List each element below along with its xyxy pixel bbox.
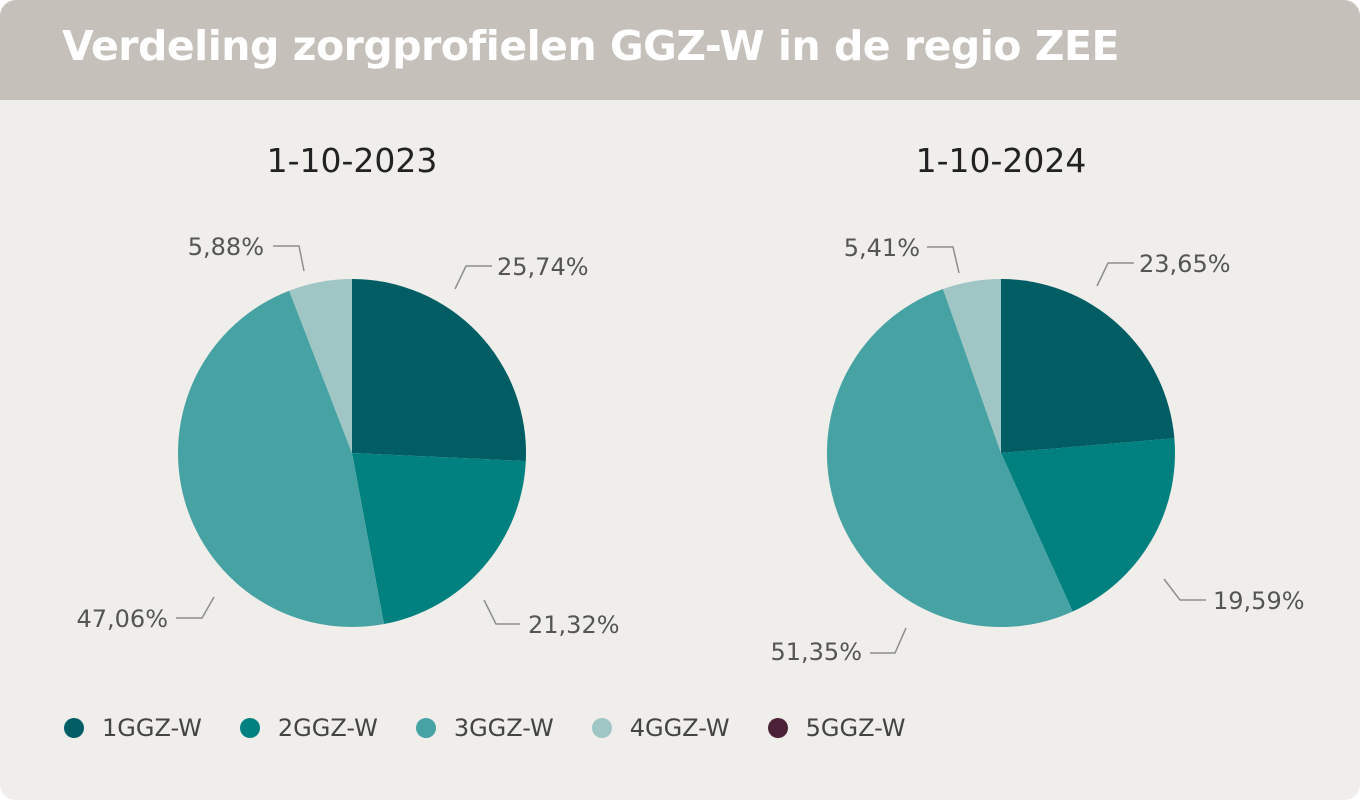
pie-slice-2ggz-w [352, 453, 526, 625]
legend-label: 1GGZ-W [102, 714, 202, 742]
leader-line [176, 596, 215, 619]
pie-title: 1-10-2023 [267, 141, 438, 180]
pie-slice-4ggz-w [942, 279, 1001, 453]
data-label: 19,59% [1213, 587, 1305, 615]
legend-item-2ggz-w: 2GGZ-W [239, 714, 378, 742]
legend-item-4ggz-w: 4GGZ-W [591, 714, 730, 742]
leader-line [1096, 262, 1134, 287]
pie-chart-1: 1-10-2023 25,74% 21,32% 47,06% 5,88% [76, 141, 619, 639]
data-label: 5,41% [844, 234, 920, 262]
legend-item-3ggz-w: 3GGZ-W [415, 714, 554, 742]
legend-label: 4GGZ-W [629, 714, 730, 742]
pie-slice-4ggz-w [289, 279, 352, 453]
legend-item-5ggz-w: 5GGZ-W [767, 714, 906, 742]
leader-line [273, 245, 305, 272]
header-bar: Verdeling zorgprofielen GGZ-W in de regi… [0, 0, 1360, 100]
data-label: 23,65% [1139, 250, 1231, 278]
pie-slice-1ggz-w [1001, 279, 1175, 453]
pie-slice-3ggz-w [177, 290, 384, 628]
legend-swatch [591, 718, 612, 738]
pie-charts: 1-10-202325,74%21,32%47,06%5,88%1-10-202… [76, 141, 1304, 666]
chart-title: Verdeling zorgprofielen GGZ-W in de regi… [62, 22, 1120, 70]
legend-swatch [64, 718, 84, 738]
pie-title: 1-10-2024 [916, 141, 1087, 180]
legend-swatch [767, 718, 788, 738]
data-label: 5,88% [188, 233, 264, 261]
pie-slice-1ggz-w [352, 279, 526, 462]
pie-chart-2: 1-10-2024 23,65% 19,59% 51,35% 5,41% [770, 141, 1304, 666]
legend: 1GGZ-W 2GGZ-W 3GGZ-W 4GGZ-W 5GGZ-W [64, 710, 944, 746]
legend-swatch [415, 718, 436, 738]
legend-item-1ggz-w: 1GGZ-W [64, 714, 202, 742]
leader-line [927, 246, 960, 274]
data-label: 21,32% [528, 611, 620, 639]
leader-line [454, 265, 492, 290]
leader-line [1163, 578, 1206, 601]
legend-label: 3GGZ-W [453, 714, 554, 742]
data-label: 25,74% [497, 253, 589, 281]
pie-slice-2ggz-w [1001, 438, 1175, 612]
data-label: 47,06% [76, 605, 168, 633]
leader-line [870, 627, 907, 654]
legend-label: 2GGZ-W [277, 714, 378, 742]
legend-label: 5GGZ-W [805, 714, 906, 742]
leader-line [483, 599, 520, 625]
legend-swatch [239, 718, 260, 738]
pie-slice-3ggz-w [826, 288, 1073, 628]
data-label: 51,35% [770, 638, 862, 666]
